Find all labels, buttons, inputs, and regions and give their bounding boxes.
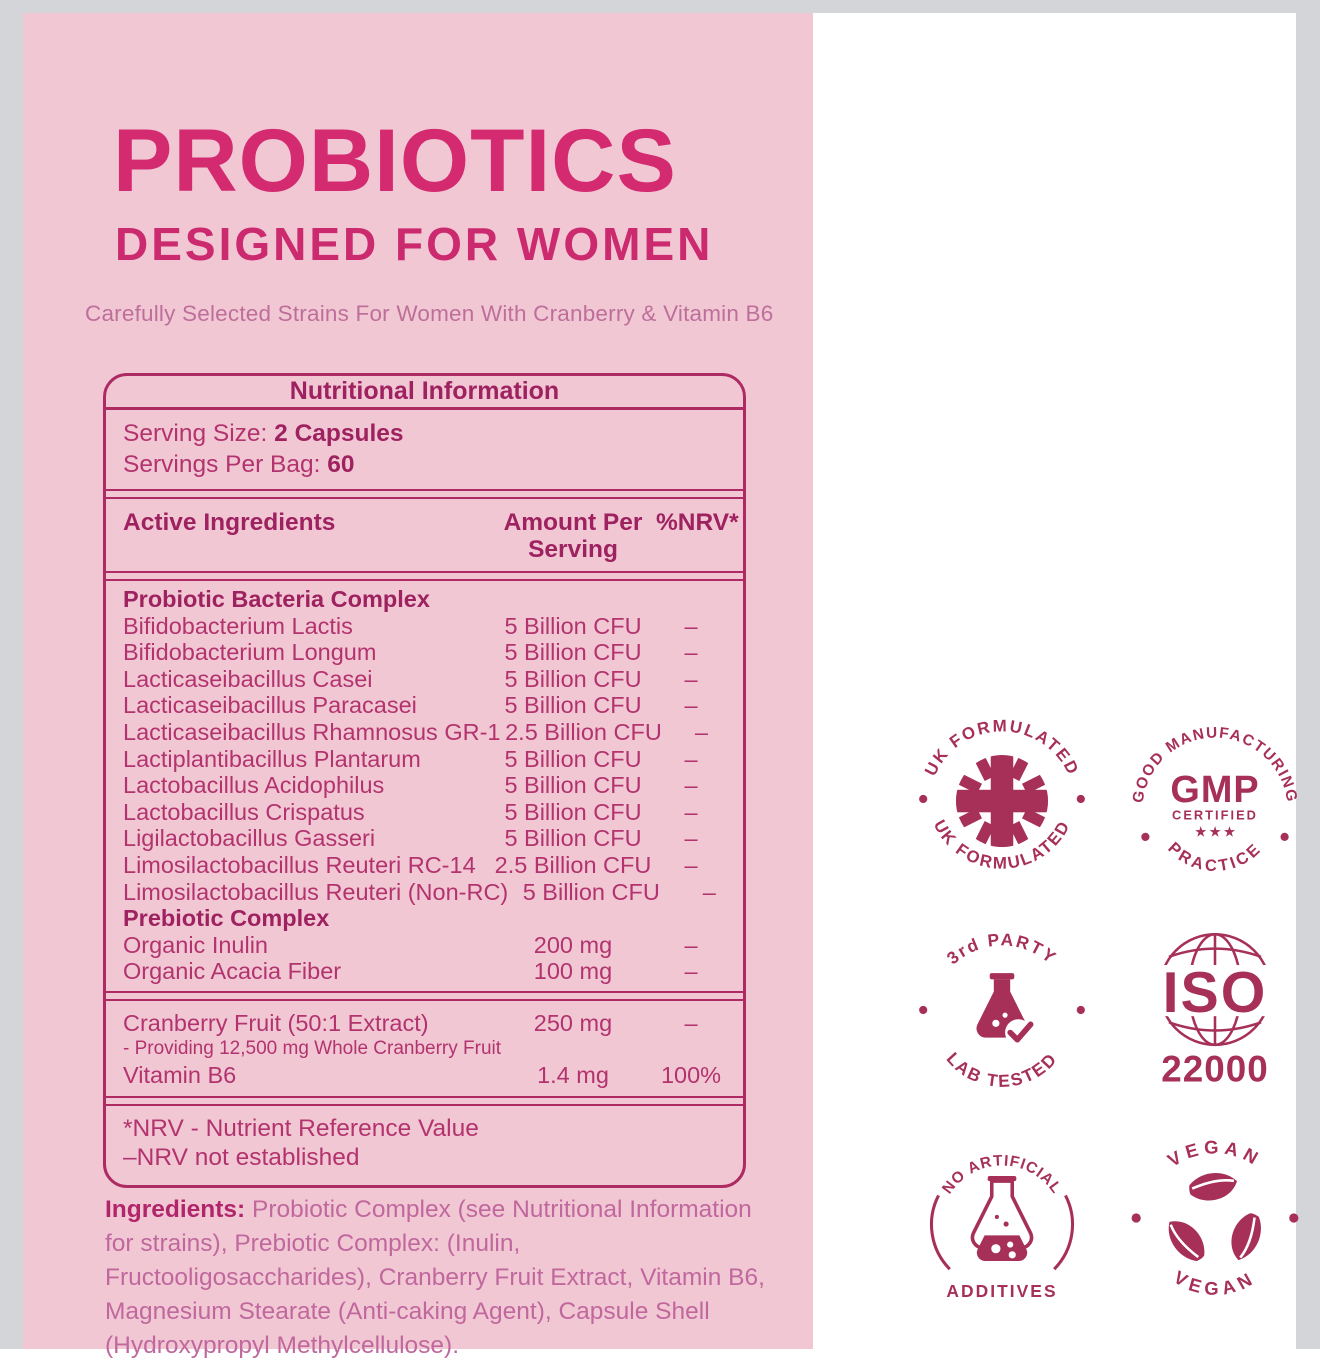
table-row: Organic Inulin 200 mg – (123, 931, 698, 958)
col-header-amount: Amount Per Serving (490, 509, 656, 563)
badge-panel-background (813, 13, 1296, 1349)
right-arc (1052, 1194, 1074, 1271)
gmp-certified-badge: GOOD MANUFACTURING PRACTICE GMP CERTIFIE… (1129, 724, 1298, 875)
left-dot (918, 1005, 927, 1015)
table-row: Cranberry Fruit (50:1 Extract) 250 mg – (123, 1009, 698, 1036)
certification-badges: UK FORMULATED UK FORMULATED GOOD MANUFAC… (908, 712, 1308, 1306)
right-dot (1076, 1005, 1085, 1015)
svg-text:ADDITIVES: ADDITIVES (946, 1281, 1057, 1301)
table-row: Lactobacillus Crispatus 5 Billion CFU – (123, 798, 698, 825)
right-dot (1280, 832, 1289, 841)
no-additives-badge: NO ARTIFICIAL ADDITIVES (929, 1152, 1074, 1301)
table-row: Lacticaseibacillus Paracasei 5 Billion CF… (123, 692, 698, 719)
ingredients-text: Probiotic Complex (see Nutritional Infor… (105, 1196, 765, 1359)
flask-icon (970, 1176, 1033, 1261)
frame-top (0, 0, 1320, 13)
table-row: Ligilactobacillus Gasseri 5 Billion CFU – (123, 825, 698, 852)
col-header-ingredient: Active Ingredients (123, 509, 336, 536)
table-row: Lacticaseibacillus Casei 5 Billion CFU – (123, 665, 698, 692)
svg-text:PRACTICE: PRACTICE (1164, 839, 1265, 875)
col-header-amount-line1: Amount Per (503, 509, 643, 536)
divider (106, 489, 743, 499)
table-row: Vitamin B6 1.4 mg 100% (123, 1061, 722, 1088)
right-dot (1288, 1213, 1298, 1223)
product-subtitle: DESIGNED FOR WOMEN (115, 218, 714, 270)
table-row: Lactobacillus Acidophilus 5 Billion CFU – (123, 772, 698, 799)
frame-right (1296, 0, 1320, 1349)
svg-text:CERTIFIED: CERTIFIED (1172, 807, 1258, 822)
flask-check-icon (975, 973, 1033, 1046)
table-footnotes: *NRV - Nutrient Reference Value –NRV not… (106, 1106, 743, 1185)
table-row: Bifidobacterium Lactis 5 Billion CFU – (123, 612, 698, 639)
serving-info: Serving Size: 2 Capsules Servings Per Ba… (106, 410, 743, 489)
product-title: PROBIOTICS (113, 110, 677, 210)
label-panel: PROBIOTICS DESIGNED FOR WOMEN Carefully … (23, 13, 813, 1359)
divider (106, 1096, 743, 1107)
table-section-row: Probiotic Bacteria Complex (123, 586, 430, 612)
stars: ★ ★ ★ (1195, 825, 1235, 839)
col-header-nrv: %NRV* (656, 509, 739, 536)
nutrition-table-title: Nutritional Information (106, 376, 743, 410)
nutrition-table: Nutritional Information Serving Size: 2 … (103, 373, 746, 1189)
lab-tested-badge: 3rd PARTY LAB TESTED (918, 929, 1085, 1091)
product-tagline: Carefully Selected Strains For Women Wit… (85, 301, 774, 326)
ingredients-paragraph: Ingredients: Probiotic Complex (see Nutr… (105, 1193, 785, 1363)
svg-text:VEGAN: VEGAN (1170, 1266, 1259, 1299)
servings-per-bag-label: Servings Per Bag: (123, 451, 328, 478)
union-jack-icon (955, 754, 1048, 848)
table-section-row: Prebiotic Complex (123, 905, 330, 932)
iso-22000-badge: ISO 22000 (1135, 933, 1294, 1090)
divider (106, 571, 743, 581)
serving-size-line: Serving Size: 2 Capsules (123, 418, 726, 449)
svg-text:ISO: ISO (1162, 961, 1267, 1025)
left-dot (1140, 832, 1149, 841)
left-dot (918, 794, 927, 804)
footnote-nrv: *NRV - Nutrient Reference Value (123, 1115, 479, 1143)
footnote-nrv-established: –NRV not established (123, 1143, 360, 1171)
table-column-headers: Active Ingredients Amount Per Serving %NR… (106, 499, 743, 571)
table-row: Lacticaseibacillus Rhamnosus GR-1 2.5 Bil… (123, 718, 708, 745)
svg-text:NO ARTIFICIAL: NO ARTIFICIAL (939, 1152, 1065, 1197)
serving-size-value: 2 Capsules (274, 420, 404, 447)
serving-size-label: Serving Size: (123, 420, 275, 447)
table-row: Limosilactobacillus Reuteri RC-14 2.5 Bil… (123, 851, 698, 878)
divider (106, 990, 743, 1001)
svg-text:GMP: GMP (1170, 769, 1259, 811)
leaves-icon (1161, 1169, 1272, 1269)
left-arc (929, 1194, 951, 1271)
svg-text:3rd PARTY: 3rd PARTY (942, 929, 1060, 968)
table-row: Organic Acacia Fiber 100 mg – (123, 958, 698, 985)
vegan-badge: VEGAN VEGAN (1131, 1136, 1298, 1299)
table-row: Lactiplantibacillus Plantarum 5 Billion C… (123, 745, 698, 772)
left-dot (1131, 1213, 1141, 1223)
svg-text:22000: 22000 (1161, 1049, 1269, 1090)
svg-text:VEGAN: VEGAN (1163, 1136, 1265, 1170)
ingredients-label: Ingredients: (105, 1196, 246, 1223)
table-row: Bifidobacterium Longum 5 Billion CFU – (123, 639, 698, 666)
svg-text:LAB TESTED: LAB TESTED (942, 1048, 1061, 1091)
table-row: Limosilactobacillus Reuteri (Non-RC) 5 Bi… (123, 878, 716, 905)
cranberry-section: Cranberry Fruit (50:1 Extract) 250 mg – - … (106, 1001, 743, 1096)
col-header-amount-line2: Serving (528, 536, 618, 563)
ingredient-rows: Probiotic Bacteria Complex Bifidobacteri… (106, 581, 743, 991)
servings-per-bag-value: 60 (327, 451, 355, 478)
cranberry-note: - Providing 12,500 mg Whole Cranberry Fr… (123, 1038, 502, 1059)
frame-left (0, 0, 23, 1349)
servings-per-bag-line: Servings Per Bag: 60 (123, 449, 726, 480)
right-dot (1076, 794, 1085, 804)
uk-formulated-badge: UK FORMULATED UK FORMULATED (918, 716, 1085, 873)
